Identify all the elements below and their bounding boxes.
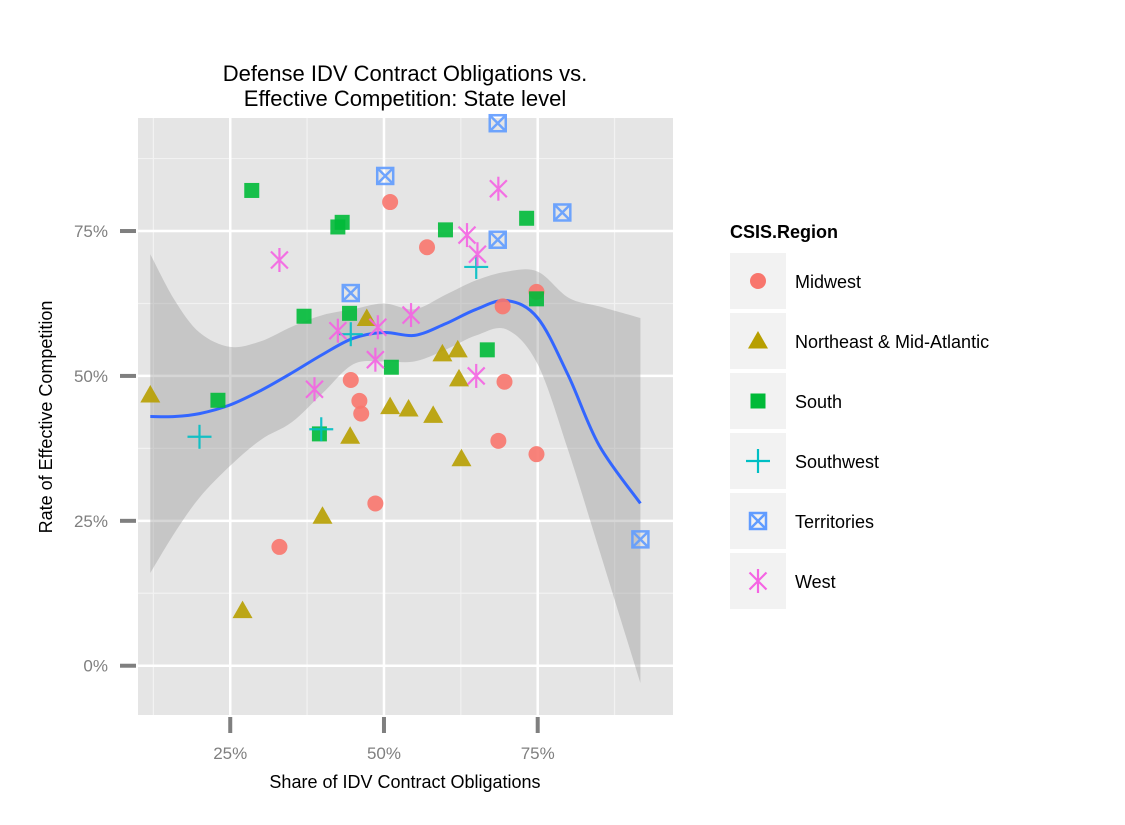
data-point-south — [437, 222, 453, 238]
data-point-west — [457, 223, 477, 248]
data-point-south — [296, 308, 312, 324]
data-point-midwest — [490, 432, 507, 449]
data-point-northeast-mid-atlantic — [140, 385, 161, 403]
data-point-midwest — [494, 298, 511, 315]
y-tick-label: 0% — [83, 657, 108, 676]
legend-item-west: West — [730, 553, 836, 609]
data-point-midwest — [496, 373, 513, 390]
data-point-northeast-mid-atlantic — [232, 600, 253, 619]
legend-label: Southwest — [795, 452, 879, 472]
data-point-northeast-mid-atlantic — [451, 448, 472, 467]
legend-key-symbol — [748, 569, 768, 593]
legend-item-northeast-mid-atlantic: Northeast & Mid-Atlantic — [730, 313, 989, 369]
data-point-northeast-mid-atlantic — [449, 368, 469, 387]
y-tick-label: 50% — [74, 367, 108, 386]
data-point-midwest — [367, 495, 384, 512]
grid-major — [138, 118, 673, 715]
x-tick-label: 75% — [521, 744, 555, 763]
points-layer — [140, 113, 650, 619]
data-point-south — [479, 342, 495, 358]
data-point-territories — [488, 230, 507, 249]
data-point-midwest — [342, 371, 359, 388]
data-point-northeast-mid-atlantic — [312, 506, 333, 524]
legend-label: Territories — [795, 512, 874, 532]
data-point-northeast-mid-atlantic — [432, 343, 453, 362]
legend-items: Midwest Northeast & Mid-Atlantic South Sout… — [730, 253, 989, 609]
data-point-south — [334, 214, 350, 230]
data-point-west — [468, 242, 487, 267]
data-point-northeast-mid-atlantic — [340, 426, 361, 444]
legend-item-southwest: Southwest — [730, 433, 879, 489]
chart-title-line-2: Effective Competition: State level — [244, 86, 566, 111]
data-point-south — [244, 182, 260, 198]
chart-title-line-1: Defense IDV Contract Obligations vs. — [223, 61, 587, 86]
data-point-south — [383, 359, 399, 375]
data-point-northeast-mid-atlantic — [447, 339, 468, 358]
data-point-midwest — [528, 446, 545, 463]
legend-key-symbol — [748, 331, 768, 349]
grid-minor — [138, 118, 673, 715]
data-point-west — [489, 176, 508, 201]
data-point-midwest — [353, 405, 370, 422]
data-point-west — [328, 318, 348, 343]
legend-key-symbol — [750, 393, 766, 409]
x-axis-title: Share of IDV Contract Obligations — [269, 772, 540, 792]
data-point-territories — [631, 530, 650, 549]
legend-label: Northeast & Mid-Atlantic — [795, 332, 989, 352]
data-point-west — [305, 377, 324, 402]
data-point-northeast-mid-atlantic — [423, 405, 444, 423]
legend: CSIS.Region Midwest Northeast & Mid-Atlan… — [730, 222, 989, 609]
x-axis: 25% 50% 75% — [213, 717, 555, 763]
data-point-south — [342, 305, 358, 321]
x-tick-label: 25% — [213, 744, 247, 763]
legend-key-symbol — [748, 511, 768, 531]
data-point-west — [270, 248, 289, 273]
legend-label: Midwest — [795, 272, 861, 292]
y-tick-label: 25% — [74, 512, 108, 531]
data-point-midwest — [419, 239, 436, 256]
data-point-northeast-mid-atlantic — [380, 396, 401, 415]
data-point-territories — [488, 113, 507, 133]
smooth-confidence-band — [150, 254, 641, 684]
data-point-west — [401, 303, 421, 328]
y-axis-title: Rate of Effective Competition — [36, 301, 56, 534]
data-point-territories — [341, 283, 361, 303]
data-point-south — [519, 210, 535, 226]
data-point-southwest — [187, 424, 212, 449]
legend-key-symbol — [750, 273, 766, 289]
data-point-midwest — [271, 538, 288, 555]
data-point-northeast-mid-atlantic — [398, 398, 419, 417]
data-point-south — [528, 291, 544, 307]
legend-item-territories: Territories — [730, 493, 874, 549]
legend-key-symbol — [746, 449, 770, 473]
data-point-midwest — [382, 194, 399, 211]
data-point-territories — [553, 203, 572, 222]
legend-title: CSIS.Region — [730, 222, 838, 242]
data-point-south — [210, 392, 226, 408]
data-point-west — [366, 347, 385, 372]
data-point-southwest — [309, 417, 334, 442]
plot-panel — [138, 118, 673, 715]
data-point-west — [368, 315, 388, 340]
legend-label: South — [795, 392, 842, 412]
data-point-southwest — [464, 254, 489, 279]
data-point-west — [466, 363, 486, 388]
y-axis: 0% 25% 50% 75% — [74, 222, 136, 676]
y-tick-label: 75% — [74, 222, 108, 241]
legend-item-midwest: Midwest — [730, 253, 861, 309]
x-tick-label: 50% — [367, 744, 401, 763]
data-point-midwest — [351, 392, 368, 409]
data-point-territories — [375, 166, 395, 186]
legend-item-south: South — [730, 373, 842, 429]
legend-label: West — [795, 572, 836, 592]
